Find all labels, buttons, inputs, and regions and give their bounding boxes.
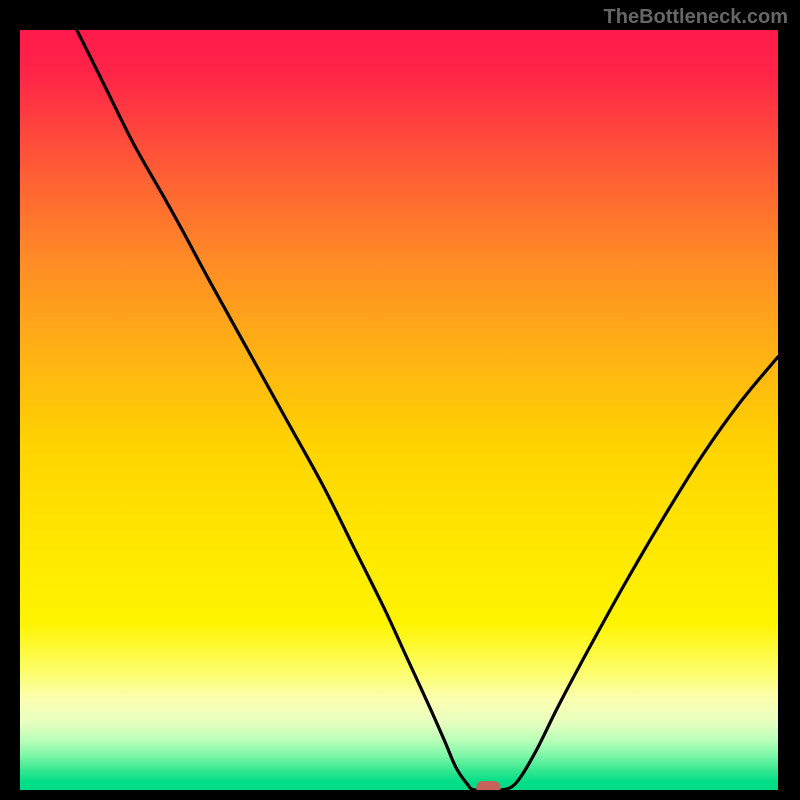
watermark-text: TheBottleneck.com: [604, 6, 788, 29]
chart-container: TheBottleneck.com: [0, 0, 800, 800]
optimal-marker: [476, 781, 500, 790]
plot-area: [20, 30, 778, 790]
